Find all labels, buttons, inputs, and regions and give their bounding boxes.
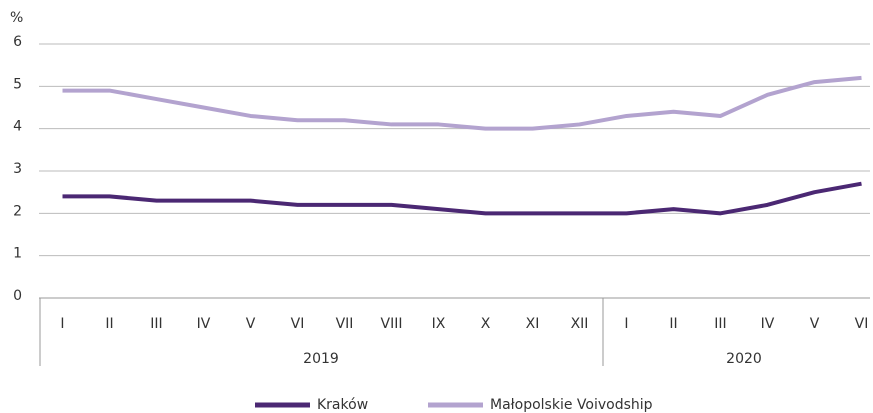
legend-label: Małopolskie Voivodship [490, 397, 653, 413]
y-tick-label: 1 [13, 246, 22, 262]
x-tick-label: V [810, 316, 820, 332]
group-label: 2020 [726, 351, 762, 367]
group-label: 2019 [303, 351, 339, 367]
legend-label: Kraków [317, 397, 368, 413]
x-tick-label: IV [761, 316, 775, 332]
x-tick-label: IV [197, 316, 211, 332]
x-tick-label: II [105, 316, 113, 332]
x-tick-label: VIII [381, 316, 403, 332]
series-line [62, 181, 862, 216]
x-tick-label: VI [291, 316, 305, 332]
x-tick-label: XII [571, 316, 589, 332]
x-tick-label: I [624, 316, 628, 332]
x-tick-label: X [481, 316, 491, 332]
x-tick-label: XI [526, 316, 540, 332]
y-axis-label: % [10, 10, 23, 26]
y-tick-label: 6 [13, 34, 22, 50]
y-tick-label: 5 [13, 76, 22, 92]
x-tick-label: III [714, 316, 726, 332]
y-tick-label: 2 [13, 203, 22, 219]
x-tick-label: II [669, 316, 677, 332]
x-tick-label: I [60, 316, 64, 332]
series-line [62, 75, 862, 131]
x-tick-label: III [150, 316, 162, 332]
x-tick-label: VI [855, 316, 869, 332]
x-tick-label: IX [432, 316, 446, 332]
y-tick-label: 0 [13, 288, 22, 304]
y-tick-label: 4 [13, 119, 22, 135]
x-tick-label: VII [336, 316, 354, 332]
x-tick-label: V [246, 316, 256, 332]
y-tick-label: 3 [13, 161, 22, 177]
